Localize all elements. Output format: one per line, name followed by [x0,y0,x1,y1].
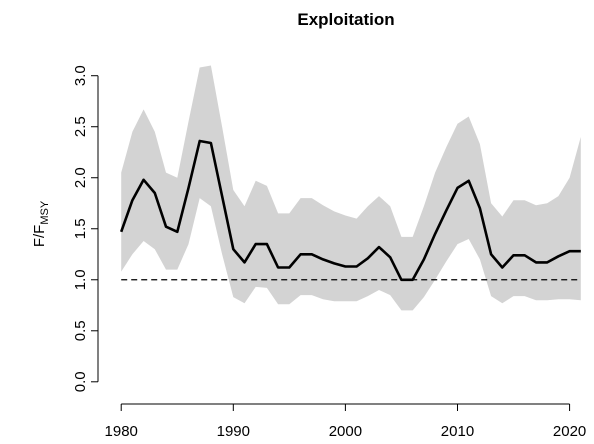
y-axis-label-sub: MSY [39,200,51,225]
x-tick-label: 1980 [105,423,138,440]
x-tick-label: 2000 [329,423,362,440]
x-tick-label: 1990 [217,423,250,440]
svg-text:F/FMSY: F/FMSY [31,200,51,247]
y-tick-label: 3.0 [72,65,89,86]
confidence-band [121,65,581,311]
y-tick-label: 0.0 [72,371,89,392]
y-tick-label: 1.5 [72,218,89,239]
y-tick-label: 2.5 [72,116,89,137]
plot-area [119,65,581,311]
y-tick-label: 0.5 [72,320,89,341]
y-axis-label: F/FMSY [31,200,51,247]
series-line [119,139,581,282]
x-tick-label: 2020 [553,423,586,440]
chart-title: Exploitation [297,10,394,29]
y-tick-label: 2.0 [72,167,89,188]
y-tick-label: 1.0 [72,269,89,290]
axes: 0.0 0.5 1.0 1.5 2.0 2.5 3.0 1980 1990 2000 2010 202… [72,65,586,440]
y-axis-label-main: F/F [31,225,48,248]
x-tick-label: 2010 [441,423,474,440]
